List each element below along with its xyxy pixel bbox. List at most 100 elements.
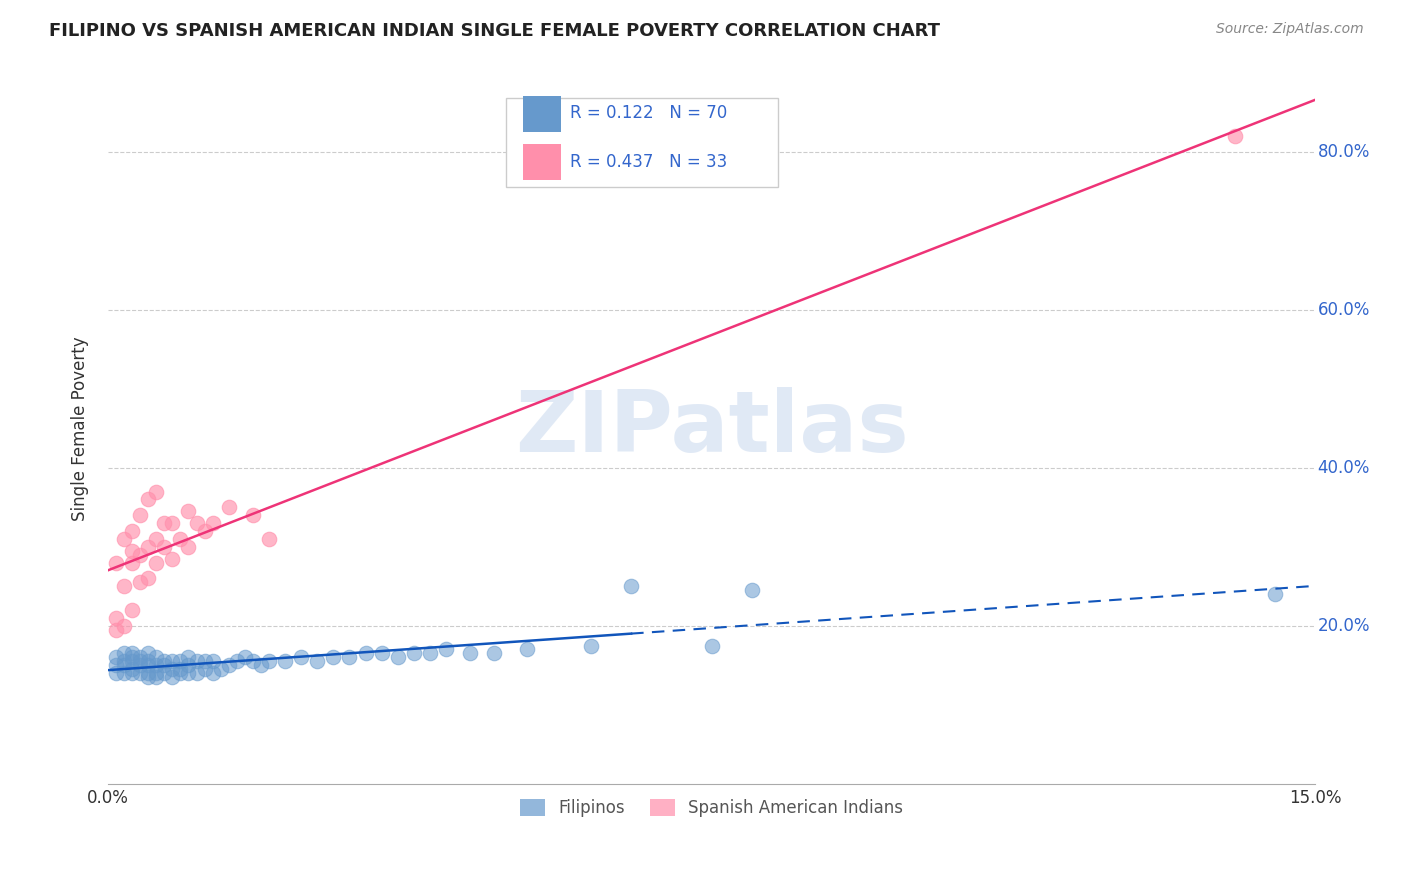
Point — [121, 650, 143, 665]
Point — [177, 650, 200, 665]
FancyBboxPatch shape — [523, 144, 561, 180]
Point — [112, 658, 135, 673]
Point — [136, 540, 159, 554]
Point — [136, 571, 159, 585]
Point — [162, 670, 184, 684]
Point — [169, 666, 191, 681]
Legend: Filipinos, Spanish American Indians: Filipinos, Spanish American Indians — [512, 790, 911, 825]
Point — [458, 647, 481, 661]
Text: ZIPatlas: ZIPatlas — [515, 387, 908, 470]
Point — [129, 658, 152, 673]
Point — [162, 662, 184, 676]
Point — [250, 658, 273, 673]
Point — [153, 540, 176, 554]
Point — [136, 658, 159, 673]
Point — [209, 662, 232, 676]
Point — [169, 654, 191, 668]
Point — [193, 662, 215, 676]
Point — [145, 484, 167, 499]
Point — [121, 654, 143, 668]
Point — [145, 670, 167, 684]
Point — [162, 551, 184, 566]
Point — [121, 524, 143, 538]
Point — [177, 540, 200, 554]
Point — [354, 647, 377, 661]
Point — [307, 654, 329, 668]
Point — [129, 654, 152, 668]
Text: 60.0%: 60.0% — [1317, 301, 1369, 319]
Point — [233, 650, 256, 665]
Point — [153, 516, 176, 530]
Point — [145, 658, 167, 673]
Point — [169, 662, 191, 676]
FancyBboxPatch shape — [523, 95, 561, 132]
Point — [136, 492, 159, 507]
Point — [112, 647, 135, 661]
Text: 80.0%: 80.0% — [1317, 143, 1369, 161]
Point — [112, 619, 135, 633]
Point — [145, 666, 167, 681]
Point — [322, 650, 344, 665]
Point — [129, 650, 152, 665]
Point — [201, 654, 224, 668]
Point — [136, 670, 159, 684]
Point — [145, 532, 167, 546]
Point — [242, 508, 264, 523]
Point — [515, 642, 537, 657]
Text: FILIPINO VS SPANISH AMERICAN INDIAN SINGLE FEMALE POVERTY CORRELATION CHART: FILIPINO VS SPANISH AMERICAN INDIAN SING… — [49, 22, 941, 40]
Point — [201, 666, 224, 681]
Point — [700, 639, 723, 653]
Point — [105, 666, 128, 681]
Point — [741, 583, 763, 598]
Text: R = 0.437   N = 33: R = 0.437 N = 33 — [571, 153, 728, 171]
Point — [218, 500, 240, 515]
Point — [620, 579, 643, 593]
Point — [153, 654, 176, 668]
Point — [177, 658, 200, 673]
Point — [186, 516, 208, 530]
Point — [112, 666, 135, 681]
Point — [153, 666, 176, 681]
Point — [129, 508, 152, 523]
Point — [484, 647, 506, 661]
Point — [121, 556, 143, 570]
Point — [186, 654, 208, 668]
Point — [193, 654, 215, 668]
Point — [225, 654, 247, 668]
Point — [274, 654, 297, 668]
Point — [136, 666, 159, 681]
Text: 20.0%: 20.0% — [1317, 616, 1369, 635]
Text: Source: ZipAtlas.com: Source: ZipAtlas.com — [1216, 22, 1364, 37]
FancyBboxPatch shape — [506, 98, 778, 186]
Point — [162, 654, 184, 668]
Y-axis label: Single Female Poverty: Single Female Poverty — [72, 336, 89, 521]
Point — [579, 639, 602, 653]
Point — [370, 647, 392, 661]
Point — [121, 647, 143, 661]
Point — [105, 611, 128, 625]
Point — [105, 623, 128, 637]
Point — [434, 642, 457, 657]
Point — [186, 666, 208, 681]
Point — [387, 650, 409, 665]
Text: R = 0.122   N = 70: R = 0.122 N = 70 — [571, 104, 728, 122]
Point — [136, 654, 159, 668]
Point — [1223, 129, 1246, 144]
Point — [112, 579, 135, 593]
Point — [419, 647, 441, 661]
Point — [193, 524, 215, 538]
Point — [177, 504, 200, 518]
Text: 40.0%: 40.0% — [1317, 458, 1369, 477]
Point — [1264, 587, 1286, 601]
Point — [121, 543, 143, 558]
Point — [136, 647, 159, 661]
Point — [105, 658, 128, 673]
Point — [129, 575, 152, 590]
Point — [169, 532, 191, 546]
Point — [153, 658, 176, 673]
Point — [121, 666, 143, 681]
Point — [402, 647, 425, 661]
Point — [339, 650, 361, 665]
Point — [121, 603, 143, 617]
Point — [257, 654, 280, 668]
